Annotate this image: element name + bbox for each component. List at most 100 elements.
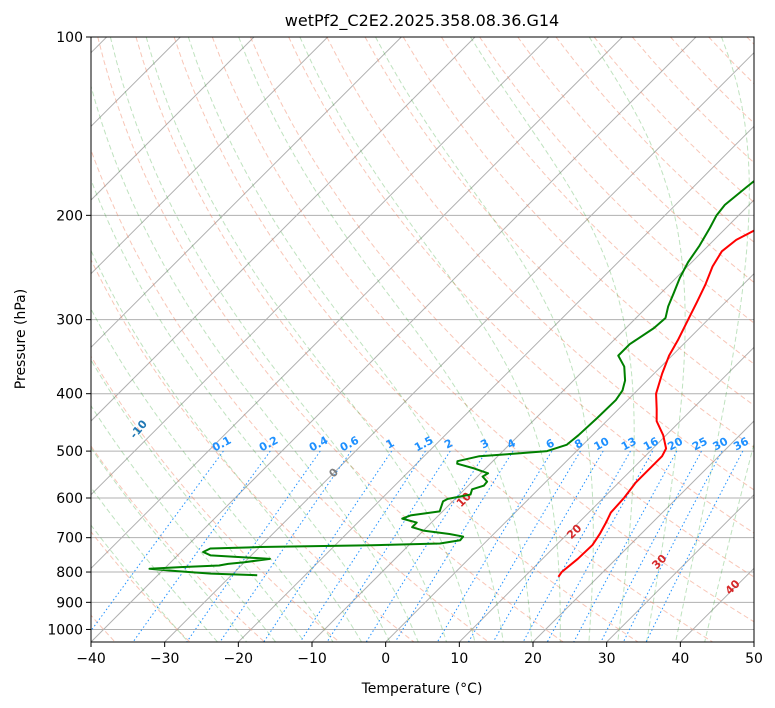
x-tick-label: −40 [76,651,106,667]
dry-adiabat-line [97,37,564,642]
chart-title: wetPf2_C2E2.2025.358.08.36.G14 [285,11,559,31]
y-axis: 100 200 300 400 500 600 700 800 900 1000 [47,30,91,638]
isotherm-line [311,199,754,642]
y-tick-label: 900 [56,595,83,611]
mixing-ratio-line [622,450,723,642]
moist-adiabat-label: 20 [564,521,584,541]
dry-adiabat-line [402,37,754,406]
x-tick-label: 30 [598,651,616,667]
dry-adiabat-line [91,445,265,642]
isotherm-line [237,125,754,642]
moist-adiabat-line [91,359,305,642]
isotherm-line [91,37,329,275]
mixing-ratio-label: 36 [731,435,751,454]
mixing-ratio-line [522,450,631,642]
moist-adiabat-line [91,524,189,642]
mixing-ratio-label: 13 [619,435,639,454]
isotherm-line [164,51,754,642]
moist-adiabat-line [187,37,504,642]
moist-adiabat-line [470,37,635,642]
mixing-ratio-line [546,450,654,642]
mixing-ratio-line [394,450,514,642]
dry-adiabat-line [440,37,754,365]
isotherm-line [458,346,754,642]
y-axis-label: Pressure (hPa) [13,289,29,389]
mixing-ratio-label: 2 [442,436,455,451]
mixing-ratio-line [573,450,678,642]
y-tick-label: 600 [56,491,83,507]
isotherm-line [91,37,255,201]
mixing-ratio-line [263,450,393,642]
x-tick-label: 20 [524,651,542,667]
moist-adiabat-line [91,178,391,642]
moist-adiabat-label: 40 [723,577,743,597]
moist-adiabat-line [375,37,594,642]
moist-adiabat-line [145,37,476,642]
dry-adiabat-line [173,37,713,642]
dry-adiabat-line [555,37,754,243]
temperature-profile-line [557,229,754,578]
isotherm-line [91,37,623,570]
x-tick-label: 10 [450,651,468,667]
mixing-ratio-label: 10 [592,435,612,454]
y-tick-label: 300 [56,313,83,329]
dry-adiabat-line [91,355,340,642]
isotherm-line [385,272,754,642]
moist-adiabat-line [91,404,277,642]
moist-adiabat-line [675,37,750,642]
moist-adiabat-line [91,447,248,642]
y-tick-label: 200 [56,208,83,224]
y-tick-label: 1000 [47,622,83,638]
dry-adiabat-line [364,37,754,448]
mixing-ratio-label: 30 [711,435,731,454]
isotherm-line [753,641,754,642]
mixing-ratio-line [600,450,702,642]
dry-adiabat-line [135,37,639,642]
dry-adiabat-line [91,258,415,642]
x-tick-label: 0 [381,651,390,667]
dry-adiabat-line [479,37,754,324]
dry-adiabat-line [91,531,191,642]
dry-adiabat-line [746,37,754,45]
mixing-ratio-line [91,450,224,632]
isotherm-line [532,420,754,642]
y-tick-label: 400 [56,387,83,403]
mixing-ratio-line [436,450,553,642]
isotherm-line [606,493,754,642]
moist-adiabat-line [588,37,686,642]
moist-adiabat-line [91,84,419,642]
moist-adiabat-line [109,37,448,642]
dry-adiabat-line [517,37,754,284]
x-tick-label: −10 [297,651,327,667]
x-axis-label: Temperature (°C) [361,681,483,697]
mixing-ratio-line [645,450,744,642]
isotherm-line [91,37,550,496]
background-lines [91,37,754,642]
x-tick-label: −30 [150,651,180,667]
dry-adiabat-line [211,37,754,623]
mixing-ratio-label: 16 [641,435,661,454]
x-axis: −40 −30 −20 −10 0 10 20 30 40 50 [76,642,763,667]
moist-adiabat-line [91,249,362,642]
moist-adiabat-line [704,441,754,642]
dry-adiabat-line [91,148,489,642]
dry-adiabat-line [250,37,754,578]
dry-adiabat-line [670,37,754,124]
mixing-ratio-line [492,450,604,642]
y-tick-label: 100 [56,30,83,46]
mixing-ratio-line [186,450,321,642]
dry-adiabat-line [326,37,754,491]
moist-adiabat-line [299,37,561,642]
y-tick-label: 700 [56,531,83,547]
isotherm-line [91,37,697,642]
dewpoint-profile-line [148,179,754,577]
x-tick-label: 40 [671,651,689,667]
x-tick-label: −20 [224,651,254,667]
plot-frame [90,36,755,643]
mixing-ratio-line [219,450,352,642]
mixing-ratio-label: 4 [505,436,518,451]
mixing-ratio-label: 25 [690,435,710,454]
profiles [148,179,754,578]
isotherm-line [91,37,402,349]
